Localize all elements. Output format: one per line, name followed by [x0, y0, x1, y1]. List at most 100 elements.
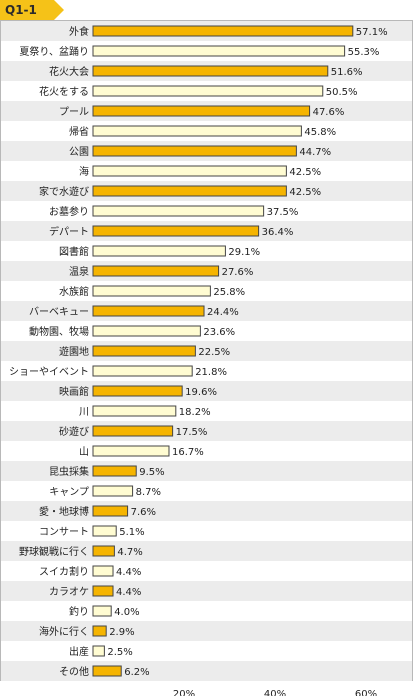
category-label: その他	[59, 665, 89, 678]
bar	[92, 485, 134, 497]
bar	[92, 245, 226, 257]
value-label: 2.9%	[109, 627, 134, 638]
bar	[92, 325, 201, 337]
value-label: 4.7%	[117, 547, 142, 558]
category-label: 砂遊び	[59, 425, 89, 438]
value-label: 36.4%	[262, 227, 294, 238]
bar	[92, 365, 193, 377]
category-label: 花火大会	[49, 65, 89, 78]
value-label: 4.4%	[116, 567, 141, 578]
bar	[92, 185, 287, 197]
value-label: 21.8%	[195, 367, 227, 378]
category-label: 温泉	[69, 265, 89, 278]
bar	[92, 525, 117, 537]
value-label: 42.5%	[289, 167, 321, 178]
category-label: 動物園、牧場	[29, 325, 89, 338]
bar	[92, 445, 170, 457]
value-label: 2.5%	[107, 647, 132, 658]
bar	[92, 85, 324, 97]
bar	[92, 125, 302, 137]
bar	[92, 285, 211, 297]
bar	[92, 305, 205, 317]
value-label: 18.2%	[179, 407, 211, 418]
category-label: 海外に行く	[39, 625, 89, 638]
value-label: 5.1%	[119, 527, 144, 538]
bar	[92, 665, 122, 677]
value-label: 8.7%	[136, 487, 161, 498]
category-label: 山	[79, 446, 89, 458]
value-label: 47.6%	[313, 107, 345, 118]
category-label: 帰省	[69, 125, 89, 138]
category-label: 出産	[69, 645, 89, 658]
bar	[92, 165, 287, 177]
category-label: 昆虫採集	[49, 465, 89, 478]
value-label: 37.5%	[267, 207, 299, 218]
value-label: 44.7%	[299, 147, 331, 158]
value-label: 9.5%	[139, 467, 164, 478]
question-badge: Q1-1	[0, 0, 64, 20]
value-label: 6.2%	[124, 667, 149, 678]
category-label: 図書館	[59, 245, 89, 258]
category-label: カラオケ	[49, 586, 89, 598]
category-label: バーベキュー	[29, 306, 89, 318]
bar	[92, 65, 329, 77]
category-label: 外食	[69, 25, 89, 38]
bar	[92, 425, 174, 437]
value-label: 27.6%	[222, 267, 254, 278]
bar	[92, 385, 183, 397]
value-label: 45.8%	[304, 127, 336, 138]
bar	[92, 345, 196, 357]
category-label: ショーやイベント	[9, 366, 89, 378]
value-label: 17.5%	[176, 427, 208, 438]
bar	[92, 265, 220, 277]
category-label: 映画館	[59, 385, 89, 398]
bar	[92, 585, 114, 597]
category-label: 夏祭り、盆踊り	[19, 45, 89, 58]
category-label: お墓参り	[49, 205, 89, 218]
category-label: デパート	[49, 225, 89, 238]
category-label: 野球観戦に行く	[19, 545, 89, 558]
value-label: 25.8%	[213, 287, 245, 298]
value-label: 51.6%	[331, 67, 363, 78]
value-label: 57.1%	[356, 27, 388, 38]
bar	[92, 625, 107, 637]
value-label: 50.5%	[326, 87, 358, 98]
category-label: 遊園地	[59, 345, 89, 358]
bar	[92, 25, 354, 37]
value-label: 22.5%	[198, 347, 230, 358]
bar	[92, 505, 129, 517]
value-label: 7.6%	[131, 507, 156, 518]
category-label: 水族館	[59, 285, 89, 298]
x-tick-label: 40%	[264, 689, 286, 696]
category-label: キャンプ	[49, 486, 89, 498]
category-label: 海	[79, 165, 89, 178]
category-label: 川	[79, 407, 89, 418]
x-tick-label: 60%	[355, 689, 377, 696]
x-tick-label: 20%	[173, 689, 195, 696]
category-label: スイカ割り	[39, 565, 89, 578]
bar	[92, 205, 265, 217]
category-label: 釣り	[69, 605, 89, 618]
value-label: 29.1%	[228, 247, 260, 258]
value-label: 23.6%	[203, 327, 235, 338]
bar	[92, 225, 260, 237]
category-label: プール	[59, 106, 89, 118]
value-label: 4.0%	[114, 607, 139, 618]
bar	[92, 605, 112, 617]
bar	[92, 645, 105, 657]
value-label: 16.7%	[172, 447, 204, 458]
bar	[92, 145, 297, 157]
bar	[92, 545, 115, 557]
value-label: 55.3%	[348, 47, 380, 58]
bar	[92, 465, 137, 477]
value-label: 4.4%	[116, 587, 141, 598]
category-label: 家で水遊び	[39, 185, 89, 198]
bar	[92, 105, 311, 117]
category-label: 花火をする	[39, 85, 89, 98]
bar	[92, 565, 114, 577]
value-label: 42.5%	[289, 187, 321, 198]
bar	[92, 405, 177, 417]
category-label: コンサート	[39, 526, 89, 538]
